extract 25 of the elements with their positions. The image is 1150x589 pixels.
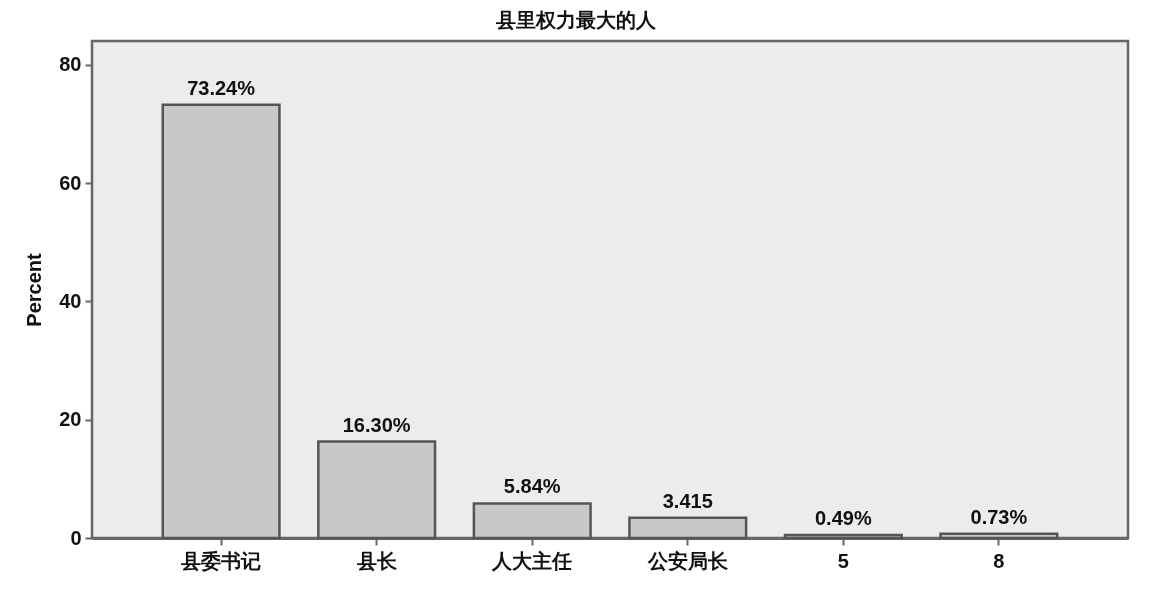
bar bbox=[317, 440, 437, 540]
x-tick-label: 公安局长 bbox=[646, 549, 729, 572]
x-tick-label: 县委书记 bbox=[180, 549, 262, 572]
bar bbox=[628, 516, 748, 540]
x-tick-label: 8 bbox=[993, 549, 1005, 572]
x-tick-label: 5 bbox=[837, 549, 849, 572]
y-axis-title: Percent bbox=[23, 252, 46, 327]
bar bbox=[939, 532, 1059, 540]
data-label: 0.49% bbox=[814, 507, 872, 530]
y-tick-label: 60 bbox=[59, 171, 82, 194]
y-tick-label: 40 bbox=[59, 289, 82, 312]
bar bbox=[472, 502, 592, 540]
data-label: 0.73% bbox=[970, 505, 1028, 528]
y-tick-label: 0 bbox=[70, 526, 82, 549]
chart-title: 县里权力最大的人 bbox=[495, 9, 658, 31]
y-tick-label: 20 bbox=[59, 408, 82, 431]
data-label: 3.415 bbox=[662, 489, 713, 512]
data-label: 5.84% bbox=[503, 475, 561, 498]
data-label: 73.24% bbox=[187, 76, 256, 99]
x-tick-label: 人大主任 bbox=[491, 549, 573, 572]
data-label: 16.30% bbox=[342, 413, 411, 436]
x-tick-label: 县长 bbox=[355, 549, 398, 572]
y-tick-label: 80 bbox=[59, 53, 82, 76]
bar bbox=[161, 103, 281, 540]
bar bbox=[783, 533, 903, 540]
